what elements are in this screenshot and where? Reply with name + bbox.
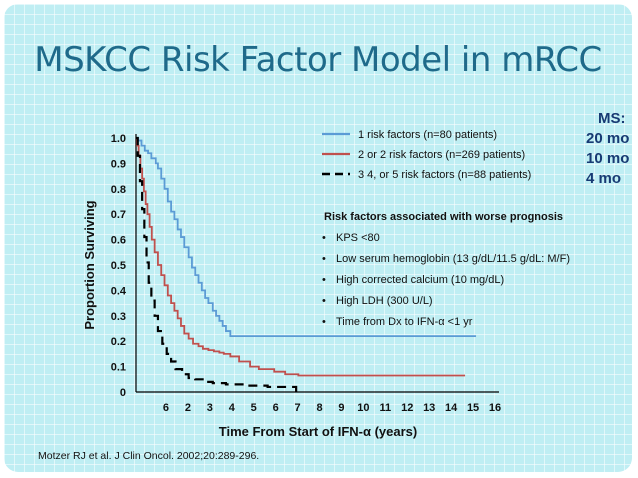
risk-factor-item: Low serum hemoglobin (13 g/dL/11.5 g/dL:… [322, 249, 570, 270]
x-tick-label: 14 [445, 402, 458, 414]
slide-title: MSKCC Risk Factor Model in mRCC [34, 40, 602, 80]
y-tick-label: 0.6 [111, 235, 126, 247]
median-survival-value-3: 4 mo [586, 170, 622, 187]
x-tick-label: 13 [423, 402, 435, 414]
y-tick-label: 1.0 [111, 133, 126, 145]
y-tick-label: 0.1 [111, 362, 126, 374]
x-tick-label: 8 [316, 402, 322, 414]
x-tick-label: 3 [207, 402, 213, 414]
x-tick-label: 15 [467, 402, 479, 414]
slide-background: MSKCC Risk Factor Model in mRCC MS: 20 m… [4, 4, 632, 472]
legend-label-1: 1 risk factors (n=80 patients) [358, 129, 497, 141]
y-tick-label: 0.7 [111, 209, 126, 221]
y-tick-label: 0.9 [111, 158, 126, 170]
x-tick-label: 11 [379, 402, 391, 414]
x-tick-label: 6 [163, 402, 169, 414]
x-tick-label: 6 [273, 402, 279, 414]
x-tick-label: 12 [401, 402, 413, 414]
risk-factor-item: KPS <80 [322, 228, 570, 249]
series-line-2 [136, 137, 466, 377]
series-line-1 [136, 137, 477, 338]
legend-label-2: 2 or 2 risk factors (n=269 patients) [358, 149, 525, 161]
citation: Motzer RJ et al. J Clin Oncol. 2002;20:2… [38, 450, 260, 462]
x-axis-title: Time From Start of IFN-α (years) [219, 424, 417, 439]
y-tick-label: 0 [120, 387, 126, 399]
risk-factor-item: High LDH (300 U/L) [322, 291, 570, 312]
median-survival-value-1: 20 mo [586, 130, 630, 147]
y-tick-label: 0.3 [111, 311, 126, 323]
y-axis-title: Proportion Surviving [82, 200, 97, 329]
x-tick-label: 9 [338, 402, 344, 414]
legend-label-3: 3 4, or 5 risk factors (n=88 patients) [358, 169, 531, 181]
y-tick-label: 0.2 [111, 336, 126, 348]
x-tick-label: 16 [489, 402, 501, 414]
y-tick-label: 0.4 [111, 285, 127, 297]
x-tick-label: 2 [185, 402, 191, 414]
risk-factors-list: KPS <80 Low serum hemoglobin (13 g/dL/11… [322, 228, 570, 333]
x-tick-label: 4 [229, 402, 236, 414]
risk-factors-title: Risk factors associated with worse progn… [324, 211, 564, 223]
x-tick-label: 5 [251, 402, 257, 414]
x-tick-label: 7 [295, 402, 301, 414]
series-line-3 [136, 136, 298, 392]
x-tick-label: 10 [357, 402, 369, 414]
median-survival-label: MS: [598, 110, 626, 127]
y-tick-label: 0.8 [111, 184, 126, 196]
y-tick-label: 0.5 [111, 260, 126, 272]
risk-factor-item: High corrected calcium (10 mg/dL) [322, 270, 570, 291]
risk-factor-item: Time from Dx to IFN-α <1 yr [322, 312, 570, 333]
median-survival-value-2: 10 mo [586, 150, 630, 167]
